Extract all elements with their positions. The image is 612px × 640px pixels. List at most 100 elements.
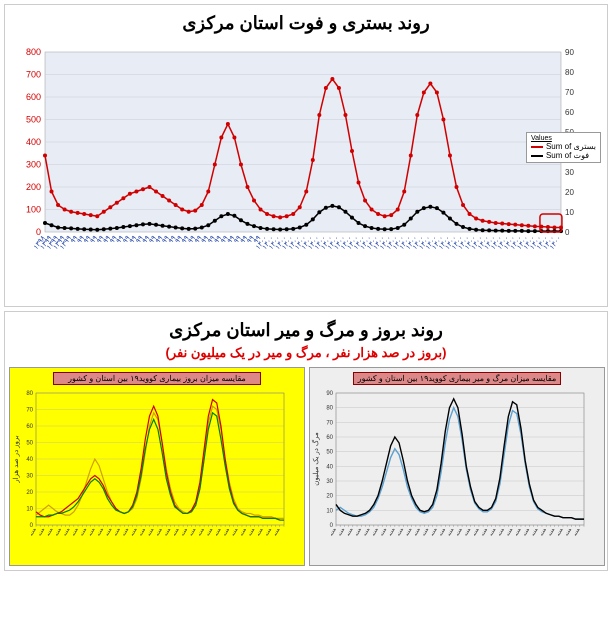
svg-text:هفته: هفته [505, 526, 514, 536]
svg-text:هفته: هفته [180, 526, 189, 536]
svg-text:هفته: هفته [247, 526, 256, 536]
svg-text:هفته: هفته [471, 526, 480, 536]
panel-hospitalization-death: روند بستری و فوت استان مرکزی 0 100 200 300 4… [4, 4, 608, 307]
svg-text:600: 600 [26, 92, 41, 102]
svg-text:هفته: هفته [438, 526, 447, 536]
svg-text:هفته: هفته [213, 526, 222, 536]
svg-text:هفته: هفته [564, 526, 573, 536]
svg-text:60: 60 [565, 108, 574, 117]
svg-text:هفته: هفته [362, 526, 371, 536]
svg-text:هفته: هفته [112, 526, 121, 536]
svg-text:هفته: هفته [412, 526, 421, 536]
svg-text:هفته: هفته [238, 526, 247, 536]
panel1-chart: 0100200300400500600700800010203040506070… [9, 42, 603, 302]
svg-text:هفته: هفته [87, 526, 96, 536]
svg-text:هفته: هفته [429, 526, 438, 536]
legend-swatch [531, 146, 543, 148]
legend-item-death: Sum of فوت [531, 151, 596, 160]
svg-text:20: 20 [26, 490, 33, 496]
svg-text:80: 80 [565, 68, 574, 77]
svg-text:هفته: هفته [480, 526, 489, 536]
svg-text:20: 20 [326, 494, 333, 500]
svg-text:هفته: هفته [264, 526, 273, 536]
svg-text:30: 30 [26, 474, 33, 480]
panel-incidence-mortality: روند بروز و مرگ و میر استان مرکزی (بروز … [4, 311, 608, 571]
svg-text:400: 400 [26, 137, 41, 147]
svg-text:هفته: هفته [146, 526, 155, 536]
svg-text:هفته: هفته [154, 526, 163, 536]
svg-text:0: 0 [565, 228, 570, 237]
svg-text:500: 500 [26, 115, 41, 125]
svg-text:50: 50 [326, 450, 333, 456]
svg-text:هفته: هفته [188, 526, 197, 536]
svg-text:مرگ در یک میلیون: مرگ در یک میلیون [311, 432, 320, 486]
svg-text:هفته: هفته [70, 526, 79, 536]
left-chart-title: مقایسه میزان بروز بیماری کووید۱۹ بین است… [53, 372, 261, 385]
panel2-title: روند بروز و مرگ و میر استان مرکزی [5, 312, 607, 345]
panel1-legend: Values Sum of بستری Sum of فوت [526, 132, 601, 163]
svg-text:80: 80 [26, 391, 33, 397]
svg-text:هفته: هفته [370, 526, 379, 536]
svg-text:90: 90 [565, 48, 574, 57]
svg-text:200: 200 [26, 182, 41, 192]
svg-text:هفته: هفته [454, 526, 463, 536]
svg-text:بروز در صد هزار: بروز در صد هزار [12, 435, 20, 483]
svg-text:100: 100 [26, 205, 41, 215]
svg-text:هفته: هفته [230, 526, 239, 536]
panel2-left-chart: مقایسه میزان بروز بیماری کووید۱۹ بین است… [9, 367, 305, 566]
svg-text:10: 10 [326, 508, 333, 514]
svg-text:هفته: هفته [396, 526, 405, 536]
svg-text:هفته: هفته [522, 526, 531, 536]
svg-text:90: 90 [326, 391, 333, 397]
svg-text:هفته: هفته [96, 526, 105, 536]
svg-text:70: 70 [26, 408, 33, 414]
svg-text:70: 70 [326, 420, 333, 426]
svg-text:هفته: هفته [379, 526, 388, 536]
legend-swatch [531, 155, 543, 157]
svg-text:10: 10 [565, 208, 574, 217]
svg-text:هفته: هفته [222, 526, 231, 536]
svg-text:هفته: هفته [272, 526, 281, 536]
svg-text:30: 30 [565, 168, 574, 177]
right-chart-title: مقایسه میزان مرگ و میر بیماری کووید۱۹ بی… [353, 372, 561, 385]
svg-text:30: 30 [326, 479, 333, 485]
legend-item-hosp: Sum of بستری [531, 142, 596, 151]
svg-text:هفته: هفته [79, 526, 88, 536]
svg-text:هفته: هفته [255, 526, 264, 536]
svg-text:هفته: هفته [496, 526, 505, 536]
svg-text:هفته: هفته [421, 526, 430, 536]
svg-text:هفته: هفته [446, 526, 455, 536]
svg-text:هفته: هفته [387, 526, 396, 536]
svg-text:هفته: هفته [129, 526, 138, 536]
svg-text:80: 80 [326, 406, 333, 412]
svg-text:800: 800 [26, 47, 41, 57]
panel2-subtitle: (بروز در صد هزار نفر ، مرگ و میر در یک م… [5, 345, 607, 367]
panel2-right-chart: مقایسه میزان مرگ و میر بیماری کووید۱۹ بی… [309, 367, 605, 566]
svg-text:40: 40 [326, 464, 333, 470]
svg-text:هفته: هفته [121, 526, 130, 536]
svg-text:70: 70 [565, 88, 574, 97]
svg-text:هفته: هفته [196, 526, 205, 536]
svg-text:هفته: هفته [62, 526, 71, 536]
svg-text:هفته: هفته [513, 526, 522, 536]
svg-text:هفته: هفته [104, 526, 113, 536]
svg-text:هفته: هفته [538, 526, 547, 536]
svg-text:40: 40 [26, 457, 33, 463]
panel1-title: روند بستری و فوت استان مرکزی [5, 5, 607, 38]
svg-text:هفته: هفته [547, 526, 556, 536]
svg-text:هفته: هفته [337, 526, 346, 536]
svg-text:هفته: هفته [354, 526, 363, 536]
svg-text:هفته: هفته [205, 526, 214, 536]
svg-text:هفته: هفته [555, 526, 564, 536]
legend-header: Values [531, 135, 596, 142]
svg-text:هفته: هفته [463, 526, 472, 536]
svg-text:هفته: هفته [488, 526, 497, 536]
svg-text:50: 50 [26, 441, 33, 447]
svg-text:700: 700 [26, 70, 41, 80]
svg-text:هفته: هفته [530, 526, 539, 536]
svg-text:هفته: هفته [572, 526, 581, 536]
svg-text:هفته: هفته [171, 526, 180, 536]
svg-text:هفته: هفته [54, 526, 63, 536]
svg-text:300: 300 [26, 160, 41, 170]
svg-text:60: 60 [326, 435, 333, 441]
